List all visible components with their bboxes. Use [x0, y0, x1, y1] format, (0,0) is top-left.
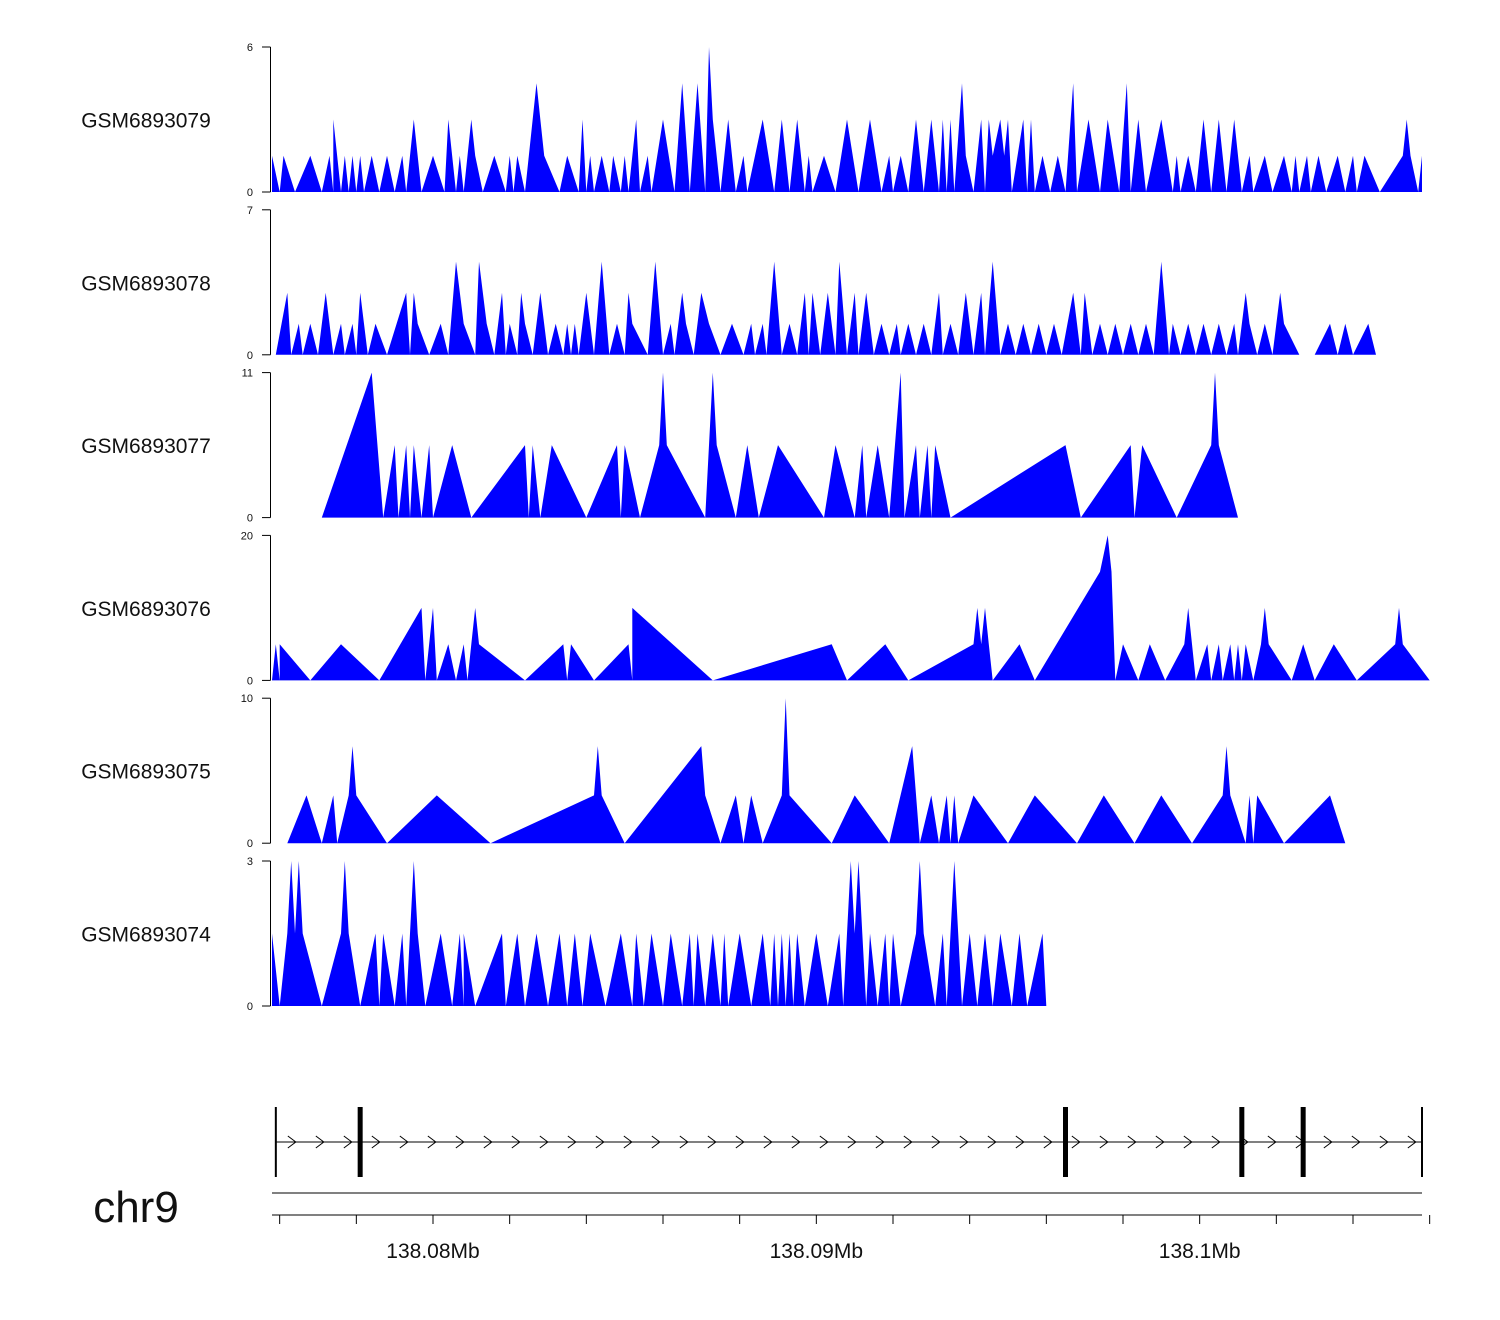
strand-arrow — [959, 1135, 969, 1149]
y-min-label: 0 — [247, 187, 253, 199]
gene-model — [274, 1107, 1423, 1177]
track-label: GSM6893078 — [81, 272, 211, 295]
strand-arrow — [623, 1135, 633, 1149]
strand-arrow — [371, 1135, 381, 1149]
strand-arrow — [539, 1135, 549, 1149]
strand-arrow — [343, 1135, 353, 1149]
coverage-area — [272, 861, 1047, 1006]
coverage-area — [272, 47, 1422, 192]
track-label: GSM6893077 — [81, 435, 211, 458]
strand-arrow — [1099, 1135, 1109, 1149]
strand-arrow — [1407, 1135, 1417, 1149]
y-min-label: 0 — [247, 350, 253, 362]
y-min-label: 0 — [247, 513, 253, 525]
strand-arrow — [735, 1135, 745, 1149]
strand-arrow — [595, 1135, 605, 1149]
x-tick-label: 138.08Mb — [386, 1240, 479, 1263]
y-min-label: 0 — [247, 838, 253, 850]
strand-arrow — [399, 1135, 409, 1149]
strand-arrow — [1211, 1135, 1221, 1149]
strand-arrow — [763, 1135, 773, 1149]
strand-arrow — [427, 1135, 437, 1149]
y-max-label: 20 — [241, 530, 253, 542]
strand-arrow — [1155, 1135, 1165, 1149]
strand-arrow — [287, 1135, 297, 1149]
y-max-label: 11 — [242, 368, 253, 380]
coverage-area — [275, 261, 1376, 355]
y-max-label: 3 — [247, 856, 253, 868]
strand-arrow — [875, 1135, 885, 1149]
strand-arrow — [1015, 1135, 1025, 1149]
strand-arrow — [1323, 1135, 1333, 1149]
strand-arrow — [1183, 1135, 1193, 1149]
strand-arrow — [1267, 1135, 1277, 1149]
y-max-label: 7 — [247, 205, 253, 217]
strand-arrow — [1071, 1135, 1081, 1149]
coverage-area — [287, 698, 1346, 844]
strand-arrow — [791, 1135, 801, 1149]
track-label: GSM6893074 — [81, 924, 211, 947]
strand-arrow — [1127, 1135, 1137, 1149]
x-tick-label: 138.09Mb — [770, 1240, 863, 1263]
track-label: GSM6893075 — [81, 761, 211, 784]
strand-arrow — [455, 1135, 465, 1149]
strand-arrow — [903, 1135, 913, 1149]
coverage-area — [321, 372, 1238, 518]
strand-arrow — [1043, 1135, 1053, 1149]
track-GSM6893078: GSM6893078 7 0 — [81, 205, 1376, 362]
strand-arrow — [651, 1135, 661, 1149]
track-GSM6893074: GSM6893074 3 0 — [81, 856, 1047, 1013]
strand-arrow — [567, 1135, 577, 1149]
strand-arrow — [707, 1135, 717, 1149]
track-GSM6893079: GSM6893079 6 0 — [81, 42, 1422, 199]
strand-arrow — [1351, 1135, 1361, 1149]
track-GSM6893075: GSM6893075 10 0 — [81, 693, 1346, 850]
y-min-label: 0 — [247, 1001, 253, 1013]
strand-arrow — [315, 1135, 325, 1149]
coverage-area — [272, 535, 1430, 681]
chromosome-label: chr9 — [93, 1183, 179, 1232]
strand-arrow — [679, 1135, 689, 1149]
track-label: GSM6893076 — [81, 598, 211, 621]
x-tick-label: 138.1Mb — [1159, 1240, 1241, 1263]
genome-axis: 138.08Mb 138.09Mb 138.1Mb — [272, 1192, 1431, 1263]
strand-arrow — [483, 1135, 493, 1149]
y-max-label: 10 — [241, 693, 253, 705]
strand-arrow — [1379, 1135, 1389, 1149]
track-label: GSM6893079 — [81, 110, 211, 133]
tracks-layer: GSM689307960GSM689307870GSM6893077110GSM… — [81, 42, 1430, 1013]
y-min-label: 0 — [247, 675, 253, 687]
track-GSM6893076: GSM6893076 20 0 — [81, 530, 1430, 687]
track-GSM6893077: GSM6893077 11 0 — [81, 368, 1238, 525]
strand-arrow — [931, 1135, 941, 1149]
strand-arrow — [819, 1135, 829, 1149]
strand-arrow — [987, 1135, 997, 1149]
strand-arrow — [511, 1135, 521, 1149]
strand-arrow — [847, 1135, 857, 1149]
y-max-label: 6 — [247, 42, 253, 54]
